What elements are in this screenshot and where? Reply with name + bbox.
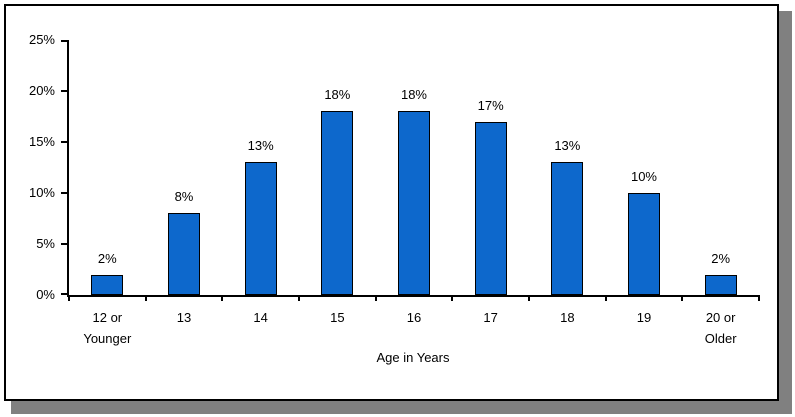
bar [321,111,354,295]
y-tick [61,293,67,295]
x-tick-label: 20 or Older [704,310,737,346]
bar-value-label: 13% [247,138,274,154]
bar-value-label: 2% [711,250,731,266]
plot-area: 0% 5% 10% 15% 20% 25% 2% 12 or Younger 8% 13 13% 14… [29,32,760,346]
bar [474,121,507,295]
y-tick-label: 5% [36,236,55,251]
x-tick-label: 14 [253,310,268,325]
bar [628,193,660,295]
y-tick-label: 25% [28,32,55,47]
x-axis-title: Age in Years [376,350,450,365]
bar [704,274,737,295]
y-tick [61,141,67,143]
x-tick-label: 18 [560,310,575,325]
y-tick-label: 20% [28,83,55,98]
bar [91,274,124,295]
x-tick [221,295,224,301]
x-tick [681,295,684,301]
x-tick [758,295,760,301]
x-tick [68,295,70,301]
y-tick [61,90,67,92]
bar [168,213,200,295]
bar [551,162,584,295]
bar-value-label: 8% [174,189,194,205]
y-tick [61,40,67,42]
y-tick-label: 15% [28,134,55,149]
x-tick [451,295,454,301]
bar [398,111,430,295]
bar [244,162,277,295]
x-tick [298,295,300,301]
x-tick [374,295,377,301]
bar-value-label: 18% [324,87,351,103]
bar-value-label: 13% [554,138,581,154]
x-tick [604,295,607,301]
x-tick-label: 15 [330,310,345,325]
bar-value-label: 10% [630,169,657,184]
x-tick-label: 16 [406,310,422,325]
x-tick [528,295,530,301]
bar-value-label: 2% [97,250,117,266]
bar-value-label: 17% [477,97,504,113]
chart-frame: 0% 5% 10% 15% 20% 25% 2% 12 or Younger 8% 13 13% 14… [4,4,779,401]
x-tick-label: 12 or Younger [83,310,132,346]
y-tick-label: 0% [36,287,55,302]
x-tick-label: 19 [636,310,652,325]
bar-value-label: 18% [400,87,427,103]
x-tick [144,295,147,301]
y-tick [61,243,67,245]
y-tick-label: 10% [28,185,55,200]
x-tick-label: 13 [176,310,192,325]
y-tick [61,192,67,194]
x-tick-label: 17 [483,310,498,325]
